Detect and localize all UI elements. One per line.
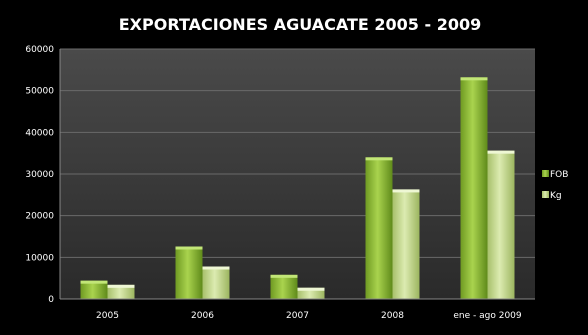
bar-cap-fob-4 [460, 77, 488, 81]
gridlines [60, 48, 535, 258]
y-tick-label: 0 [48, 295, 54, 305]
x-tick-label: 2008 [381, 311, 404, 321]
axes: 0 10000 20000 30000 40000 50000 60000 2005 2006 2… [25, 45, 535, 321]
x-tick-label: ene - ago 2009 [453, 311, 522, 321]
legend-swatch-fob [542, 170, 549, 177]
legend-label-fob: FOB [550, 170, 568, 180]
bar-kg-4 [487, 150, 515, 299]
bar-fob-2 [270, 274, 298, 299]
y-tick-label: 30000 [25, 170, 54, 180]
bar-cap-fob-1 [175, 246, 203, 250]
bar-kg-1 [202, 266, 230, 299]
y-tick-label: 10000 [25, 253, 54, 263]
bar-cap-fob-2 [270, 274, 298, 278]
x-tick-label: 2006 [191, 311, 214, 321]
bar-cap-kg-4 [487, 150, 515, 154]
chart-title: EXPORTACIONES AGUACATE 2005 - 2009 [119, 15, 482, 34]
y-tick-label: 50000 [25, 87, 54, 97]
bars [80, 77, 515, 299]
bar-fob-0 [80, 280, 108, 299]
legend-label-kg: Kg [550, 191, 562, 201]
bar-kg-3 [392, 189, 420, 299]
y-tick-label: 60000 [25, 45, 54, 55]
y-tick-label: 20000 [25, 212, 54, 222]
legend-swatch-kg [542, 191, 549, 198]
x-tick-label: 2005 [96, 311, 119, 321]
bar-cap-fob-3 [365, 157, 393, 161]
x-tick-label: 2007 [286, 311, 309, 321]
bar-cap-fob-0 [80, 280, 108, 284]
y-tick-label: 40000 [25, 128, 54, 138]
bar-fob-4 [460, 77, 488, 299]
bar-kg-2 [297, 287, 325, 299]
bar-kg-0 [107, 284, 135, 299]
bar-cap-kg-3 [392, 189, 420, 193]
bar-cap-kg-0 [107, 284, 135, 288]
legend: FOB Kg [542, 170, 568, 201]
bar-cap-kg-1 [202, 266, 230, 270]
bar-cap-kg-2 [297, 287, 325, 291]
bar-fob-3 [365, 157, 393, 299]
bar-fob-1 [175, 246, 203, 299]
